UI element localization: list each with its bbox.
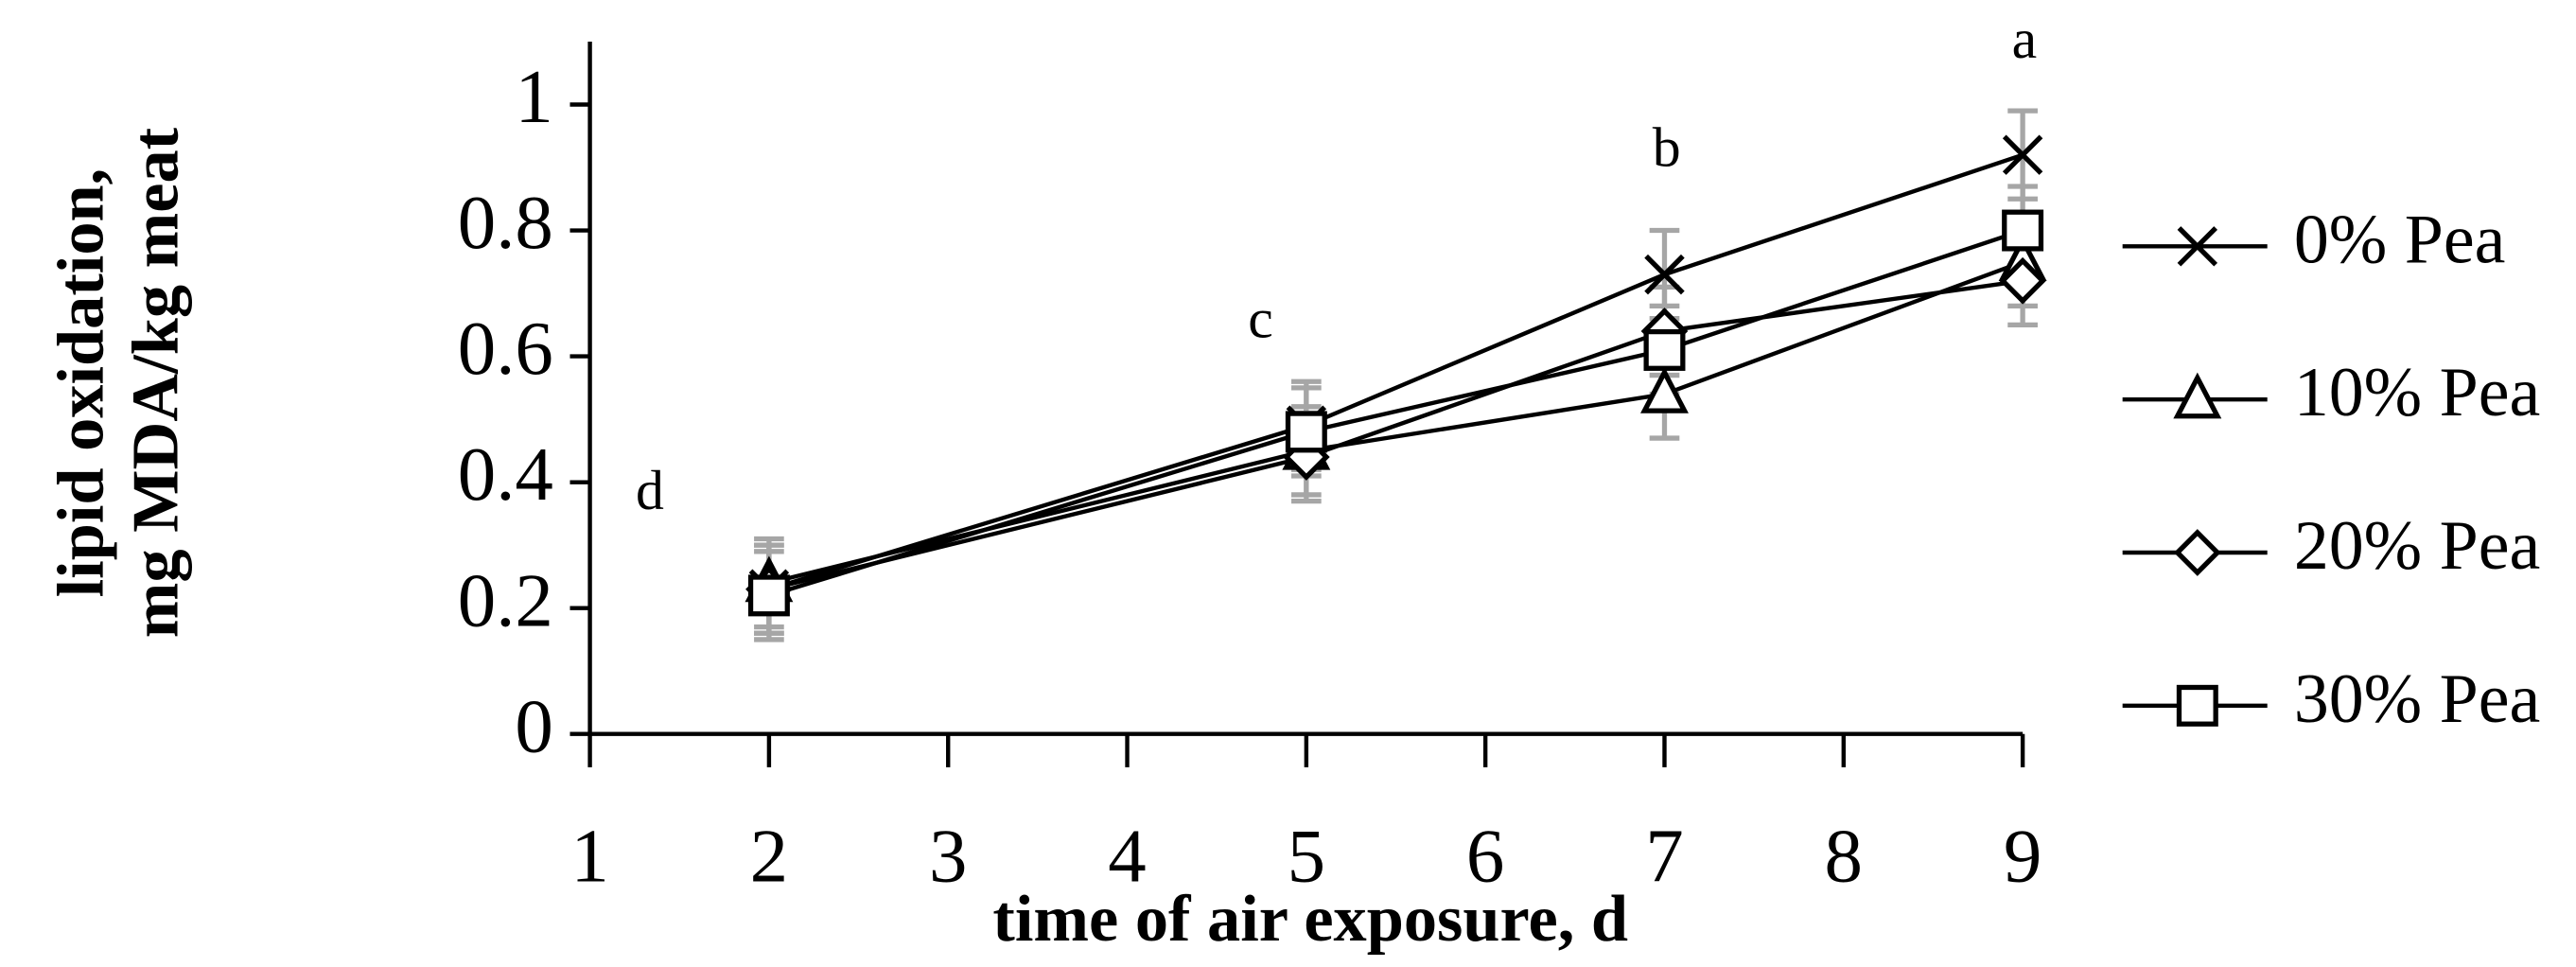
marker (1999, 256, 2046, 305)
x-tick-label: 9 (2004, 814, 2042, 899)
x-tick-label: 1 (570, 814, 608, 899)
marker (747, 574, 790, 617)
legend-marker (2173, 529, 2221, 576)
marker (2002, 134, 2043, 175)
legend-marker (2177, 226, 2218, 267)
annotation: c (1248, 288, 1273, 350)
y-tick-label: 1 (515, 54, 552, 139)
legend-text: 30% Pea (2294, 659, 2540, 737)
series-line (768, 259, 2024, 586)
y-axis-label-line: mg MDA/kg meat (119, 127, 193, 638)
x-tick-label: 5 (1288, 814, 1325, 899)
series-line (768, 152, 2024, 591)
legend-text: 0% Pea (2294, 200, 2506, 277)
marker (1640, 366, 1689, 413)
annotation: d (636, 459, 664, 521)
legend-text: 10% Pea (2294, 353, 2540, 431)
legend-marker (2173, 372, 2222, 419)
x-tick-label: 3 (929, 814, 967, 899)
y-tick-label: 0.6 (458, 306, 553, 391)
y-axis-label: lipid oxidation, mg MDA/kg meat (44, 127, 192, 638)
x-tick-label: 2 (750, 814, 788, 899)
x-tick-label: 6 (1466, 814, 1504, 899)
marker (2002, 209, 2044, 252)
series-line (768, 228, 2024, 598)
x-tick-label: 7 (1645, 814, 1683, 899)
x-axis-label: time of air exposure, d (992, 882, 1628, 956)
legend-marker (2176, 684, 2218, 727)
y-tick-label: 0 (515, 683, 552, 768)
y-tick-label: 0.8 (458, 180, 553, 265)
series-line (768, 278, 2024, 591)
marker (1285, 411, 1327, 453)
y-tick-label: 0.4 (458, 431, 553, 517)
x-tick-label: 8 (1825, 814, 1863, 899)
annotation: b (1653, 116, 1681, 179)
x-tick-label: 4 (1108, 814, 1146, 899)
y-tick-label: 0.2 (458, 557, 553, 642)
y-axis-label-line: lipid oxidation, (44, 168, 117, 598)
marker (1644, 254, 1685, 295)
annotation: a (2012, 8, 2038, 70)
marker (1643, 328, 1686, 371)
legend-text: 20% Pea (2294, 506, 2540, 584)
